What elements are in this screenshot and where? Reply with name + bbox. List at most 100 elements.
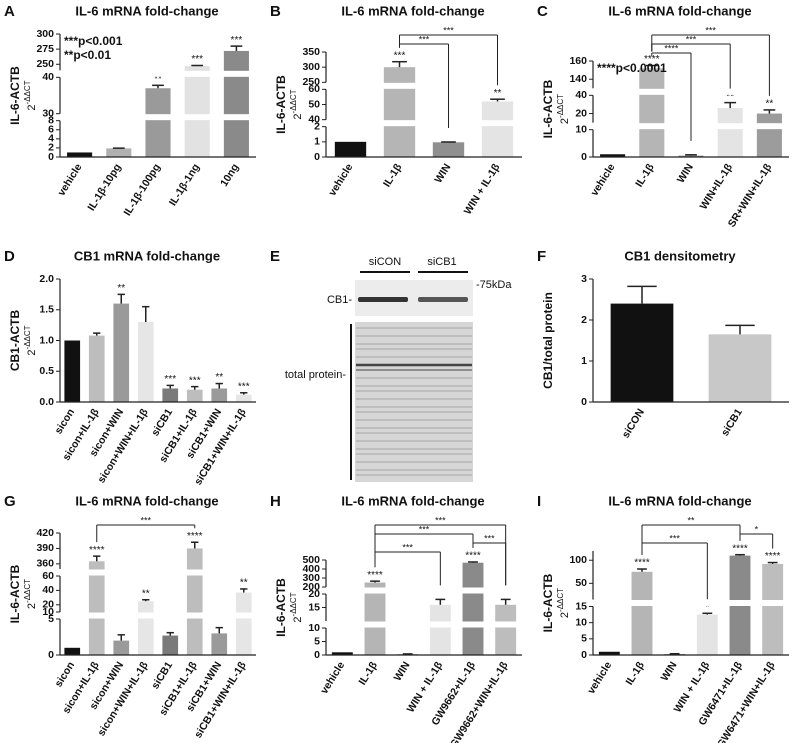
axis-break xyxy=(54,70,258,77)
x-tick-label: WIN xyxy=(432,162,453,186)
chart-title: IL-6 mRNA fold-change xyxy=(75,3,218,18)
y-tick-label: 0 xyxy=(581,649,587,661)
significance: *** xyxy=(189,375,201,386)
bracket-label: *** xyxy=(484,533,495,543)
panel: D CB1 mRNA fold-change***** *** *****0.00.5… xyxy=(4,248,256,487)
x-tick-label: 10ng xyxy=(218,162,241,189)
total-protein-strip xyxy=(355,322,473,482)
significance: **** xyxy=(367,570,383,581)
panel-letter: D xyxy=(4,248,15,265)
chart-title: CB1 mRNA fold-change xyxy=(74,248,220,263)
y-tick-label: 50 xyxy=(575,577,587,589)
bar xyxy=(495,604,517,655)
bar xyxy=(113,640,130,655)
y-tick-label: 50 xyxy=(308,98,320,110)
x-tick-label: GW6471+WIN+IL-1β xyxy=(715,659,778,743)
bar xyxy=(67,152,93,157)
y-tick-label: 40 xyxy=(42,584,54,596)
y-axis-unit: 2-ΔΔCT xyxy=(556,588,571,618)
y-axis-label: CB1-ACTB xyxy=(8,310,22,372)
y-tick-label: 4 xyxy=(48,133,54,145)
axis-break xyxy=(587,123,791,130)
bar xyxy=(235,394,252,402)
x-tick-label: IL-1β xyxy=(381,161,405,189)
bar xyxy=(696,614,718,655)
marker-label: -75kDa xyxy=(476,279,512,291)
y-tick-label: 30 xyxy=(42,107,54,119)
bar xyxy=(211,633,228,655)
significance: **** xyxy=(634,558,650,569)
x-tick-label: sicon xyxy=(52,407,77,437)
total-label: total protein- xyxy=(285,369,346,381)
y-axis-label: IL-6-ACTB xyxy=(8,564,22,623)
panel: I IL-6 mRNA fold-change*************05101… xyxy=(537,493,791,743)
y-axis-unit: 2-ΔΔCT xyxy=(23,80,38,110)
axis-break xyxy=(320,120,524,127)
axis-break xyxy=(320,621,524,628)
unit-base: 2 xyxy=(292,113,304,119)
lane-label: siCB1 xyxy=(427,256,456,268)
bar xyxy=(481,101,514,157)
y-tick-label: 40 xyxy=(575,89,587,101)
unit-base: 2 xyxy=(26,104,38,110)
axis-break xyxy=(320,587,524,594)
x-tick-label: WIN xyxy=(392,660,413,684)
y-tick-label: 360 xyxy=(36,558,54,570)
significance: ** xyxy=(240,578,248,589)
bracket-label: ** xyxy=(687,515,695,525)
bar xyxy=(137,601,154,655)
unit-exponent: -ΔΔCT xyxy=(289,592,298,616)
unit-base: 2 xyxy=(26,603,38,609)
chart-title: IL-6 mRNA fold-change xyxy=(75,493,218,508)
significance: ** xyxy=(215,372,223,383)
bar xyxy=(145,88,171,157)
bar xyxy=(462,562,484,655)
bar xyxy=(639,68,665,157)
significance: **** xyxy=(465,551,481,562)
lane-label: siCON xyxy=(369,256,401,268)
y-axis-unit: 2-ΔΔCT xyxy=(23,579,38,609)
y-tick-label: 6 xyxy=(48,124,54,136)
y-tick-label: 390 xyxy=(36,542,54,554)
y-tick-label: 300 xyxy=(36,28,54,40)
bar xyxy=(334,141,367,157)
bracket-label: *** xyxy=(705,25,716,35)
significance: ** xyxy=(117,283,125,294)
y-tick-label: 2 xyxy=(581,314,587,326)
x-tick-label: siCB1 xyxy=(149,407,175,439)
y-tick-label: 400 xyxy=(302,563,320,575)
y-tick-label: 2 xyxy=(314,120,320,132)
significance: ** xyxy=(494,88,502,99)
y-tick-label: 10 xyxy=(575,123,587,135)
y-axis-unit: 2-ΔΔCT xyxy=(23,325,38,355)
y-tick-label: 2.0 xyxy=(39,273,54,285)
y-tick-label: 100 xyxy=(569,554,587,566)
y-axis-label: IL-6-ACTB xyxy=(274,75,288,134)
y-axis-label: CB1/total protein xyxy=(541,292,555,389)
significance: ** xyxy=(726,91,734,102)
bracket-label: *** xyxy=(419,34,430,44)
bar xyxy=(223,50,249,158)
y-tick-label: 15 xyxy=(575,600,587,612)
chart-title: IL-6 mRNA fold-change xyxy=(608,493,751,508)
western-blot: E siCON siCB1 -75kDa CB1- total protein- xyxy=(270,248,512,482)
y-tick-label: 10 xyxy=(42,606,54,618)
panel-letter: E xyxy=(270,248,280,265)
x-tick-label: vehicle xyxy=(55,162,84,199)
blot-band xyxy=(358,297,408,302)
x-tick-label: IL-1β-10pg xyxy=(85,162,123,213)
bar xyxy=(106,148,132,157)
bar xyxy=(717,108,743,157)
panel: C IL-6 mRNA fold-change********0102040140… xyxy=(537,3,791,229)
y-tick-label: 250 xyxy=(302,76,320,88)
bar xyxy=(162,388,179,402)
y-tick-label: 40 xyxy=(308,113,320,125)
bracket-label: *** xyxy=(419,524,430,534)
x-tick-label: WIN xyxy=(659,660,680,684)
y-tick-label: 20 xyxy=(42,599,54,611)
panel: A IL-6 mRNA fold-change********0246830402… xyxy=(4,3,258,218)
x-tick-label: WIN+IL-1β xyxy=(698,161,736,212)
y-tick-label: 0 xyxy=(314,649,320,661)
y-axis-unit: 2-ΔΔCT xyxy=(289,89,304,119)
panel-letter: B xyxy=(270,3,281,20)
